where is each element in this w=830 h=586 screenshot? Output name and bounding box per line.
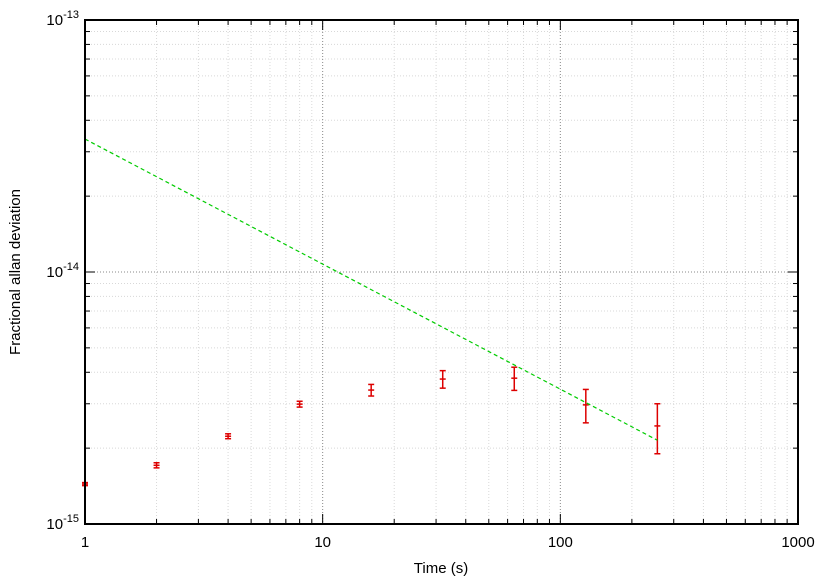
tick-base: 10 xyxy=(46,516,63,533)
fit-line xyxy=(84,138,658,441)
error-point xyxy=(225,433,232,440)
x-tick-label: 10 xyxy=(314,534,331,551)
plot-frame xyxy=(84,19,799,525)
x-axis-label: Time (s) xyxy=(414,560,468,577)
tick-base: 10 xyxy=(46,264,63,281)
x-tick-label: 100 xyxy=(548,534,573,551)
x-tick-label: 1 xyxy=(81,534,89,551)
y-tick-label: 10-13 xyxy=(46,9,79,29)
error-point xyxy=(153,462,160,469)
error-point xyxy=(439,369,446,389)
error-point xyxy=(511,366,518,392)
error-point xyxy=(296,400,303,408)
tick-exponent: -14 xyxy=(63,261,79,273)
tick-exponent: -15 xyxy=(63,513,79,525)
error-point xyxy=(368,383,375,397)
error-point xyxy=(582,388,589,424)
y-tick-label: 10-15 xyxy=(46,513,79,533)
error-point xyxy=(654,403,661,455)
tick-base: 10 xyxy=(46,12,63,29)
tick-exponent: -13 xyxy=(63,9,79,21)
x-tick-label: 1000 xyxy=(781,534,814,551)
y-axis-label: Fractional allan deviation xyxy=(7,189,24,355)
y-tick-label: 10-14 xyxy=(46,261,79,281)
